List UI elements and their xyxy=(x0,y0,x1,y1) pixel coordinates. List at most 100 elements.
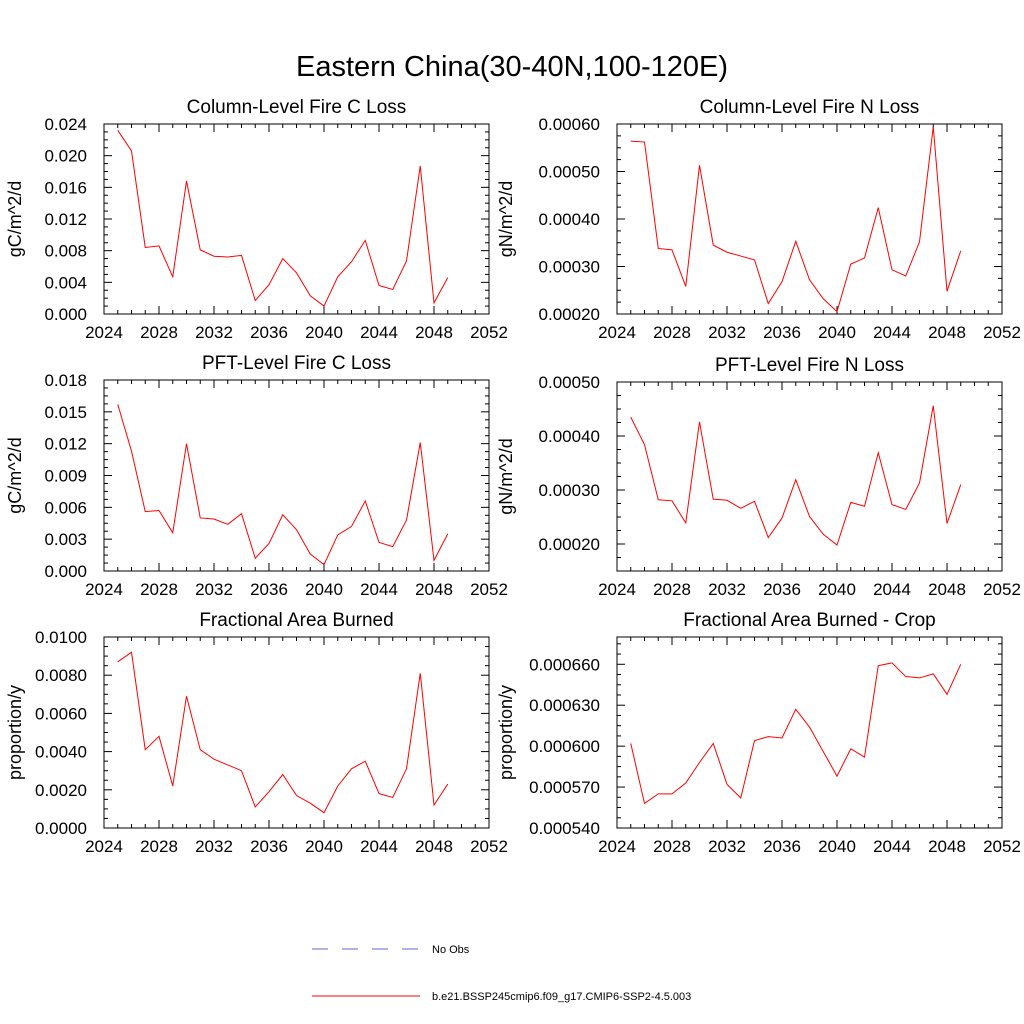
x-tick-label: 2024 xyxy=(598,323,636,342)
y-tick-label: 0.00040 xyxy=(539,427,600,446)
x-tick-label: 2028 xyxy=(653,837,691,856)
chart-fractional-area-burned-crop: 2024 2028 2032 2036 2040 2044 2048 2052 0.000540… xyxy=(496,610,1021,856)
y-tick-label: 0.008 xyxy=(44,242,87,261)
chart-column-level-fire-c-loss: 2024 2028 2032 2036 2040 2044 2048 2052 0.000 0.0… xyxy=(5,97,508,342)
x-tick-label: 2048 xyxy=(415,837,453,856)
y-tick-label: 0.000 xyxy=(44,305,87,324)
plot-frame xyxy=(616,123,1003,315)
y-tick-label: 0.00060 xyxy=(539,115,600,134)
x-tick-label: 2052 xyxy=(983,837,1021,856)
y-tick-label: 0.0080 xyxy=(35,666,87,685)
x-tick-label: 2048 xyxy=(415,580,453,599)
x-tick-label: 2036 xyxy=(250,580,288,599)
y-tick-label: 0.000630 xyxy=(529,696,600,715)
y-tick-label: 0.0040 xyxy=(35,743,87,762)
x-tick-label: 2052 xyxy=(470,323,508,342)
x-tick-label: 2036 xyxy=(250,837,288,856)
x-tick-label: 2052 xyxy=(470,837,508,856)
plot-frame xyxy=(103,636,490,829)
y-tick-label: 0.012 xyxy=(44,435,87,454)
x-tick-label: 2032 xyxy=(708,837,746,856)
x-tick-label: 2040 xyxy=(305,323,343,342)
chart-fractional-area-burned: 2024 2028 2032 2036 2040 2044 2048 2052 0.0000 0.… xyxy=(5,610,508,856)
y-tick-label: 0.003 xyxy=(44,530,87,549)
y-axis-label: gN/m^2/d xyxy=(496,438,516,514)
y-tick-label: 0.009 xyxy=(44,467,87,486)
x-tick-label: 2044 xyxy=(873,323,911,342)
panel-title: Fractional Area Burned - Crop xyxy=(683,610,935,631)
x-tick-label: 2040 xyxy=(305,837,343,856)
y-tick-label: 0.00050 xyxy=(539,373,600,392)
x-tick-label: 2044 xyxy=(360,580,398,599)
y-tick-label: 0.00020 xyxy=(539,535,600,554)
x-tick-label: 2040 xyxy=(818,837,856,856)
x-tick-label: 2040 xyxy=(818,580,856,599)
x-tick-label: 2024 xyxy=(85,323,123,342)
x-tick-label: 2032 xyxy=(195,580,233,599)
y-tick-label: 0.024 xyxy=(44,115,87,134)
y-axis-label: gN/m^2/d xyxy=(496,181,516,257)
y-tick-label: 0.018 xyxy=(44,371,87,390)
x-tick-label: 2032 xyxy=(195,323,233,342)
y-tick-label: 0.000600 xyxy=(529,737,600,756)
x-tick-label: 2040 xyxy=(305,580,343,599)
series-line xyxy=(117,404,449,566)
y-tick-label: 0.000540 xyxy=(529,819,600,838)
y-tick-label: 0.00050 xyxy=(539,163,600,182)
x-tick-label: 2044 xyxy=(360,323,398,342)
x-tick-label: 2036 xyxy=(763,580,801,599)
x-tick-label: 2024 xyxy=(85,837,123,856)
x-tick-label: 2044 xyxy=(873,837,911,856)
panel-title: Fractional Area Burned xyxy=(199,610,393,631)
legend: No Obs b.e21.BSSP245cmip6.f09_g17.CMIP6-… xyxy=(312,944,691,1003)
x-tick-label: 2028 xyxy=(653,323,691,342)
x-tick-label: 2028 xyxy=(140,837,178,856)
x-tick-label: 2048 xyxy=(928,580,966,599)
series-line xyxy=(630,126,962,313)
y-tick-label: 0.000 xyxy=(44,562,87,581)
chart-pft-level-fire-n-loss: 2024 2028 2032 2036 2040 2044 2048 2052 0.00020 0… xyxy=(496,355,1021,599)
y-tick-label: 0.0020 xyxy=(35,781,87,800)
plot-frame xyxy=(616,381,1003,572)
x-tick-label: 2024 xyxy=(85,580,123,599)
panel-title: PFT-Level Fire N Loss xyxy=(715,355,904,376)
y-tick-label: 0.0100 xyxy=(35,628,87,647)
y-tick-label: 0.020 xyxy=(44,147,87,166)
x-tick-label: 2036 xyxy=(763,837,801,856)
series-line xyxy=(630,662,962,805)
y-axis-label: gC/m^2/d xyxy=(5,181,25,257)
x-tick-label: 2036 xyxy=(763,323,801,342)
y-tick-label: 0.00020 xyxy=(539,305,600,324)
y-tick-label: 0.006 xyxy=(44,498,87,517)
plot-frame xyxy=(103,379,490,572)
panels: 2024 2028 2032 2036 2040 2044 2048 2052 0.000 0.0… xyxy=(5,97,1021,856)
y-tick-label: 0.00030 xyxy=(539,258,600,277)
x-tick-label: 2040 xyxy=(818,323,856,342)
figure-title: Eastern China(30-40N,100-120E) xyxy=(296,51,728,83)
series-line xyxy=(117,651,449,814)
y-tick-label: 0.00030 xyxy=(539,481,600,500)
y-tick-label: 0.00040 xyxy=(539,210,600,229)
x-tick-label: 2052 xyxy=(470,580,508,599)
y-tick-label: 0.000660 xyxy=(529,655,600,674)
x-tick-label: 2052 xyxy=(983,323,1021,342)
panel-title: Column-Level Fire C Loss xyxy=(187,97,407,118)
y-tick-label: 0.016 xyxy=(44,178,87,197)
x-tick-label: 2028 xyxy=(140,323,178,342)
x-tick-label: 2028 xyxy=(653,580,691,599)
panel-title: PFT-Level Fire C Loss xyxy=(202,353,391,374)
x-tick-label: 2044 xyxy=(360,837,398,856)
y-tick-label: 0.0000 xyxy=(35,819,87,838)
plot-frame xyxy=(616,636,1003,829)
chart-pft-level-fire-c-loss: 2024 2028 2032 2036 2040 2044 2048 2052 0.000 0.0… xyxy=(5,353,508,599)
series-line xyxy=(630,405,962,546)
y-axis-label: gC/m^2/d xyxy=(5,437,25,513)
x-tick-label: 2052 xyxy=(983,580,1021,599)
x-tick-label: 2036 xyxy=(250,323,288,342)
y-tick-label: 0.004 xyxy=(44,273,87,292)
y-tick-label: 0.000570 xyxy=(529,778,600,797)
x-tick-label: 2044 xyxy=(873,580,911,599)
legend-label-no-obs: No Obs xyxy=(432,944,470,956)
x-tick-label: 2032 xyxy=(708,323,746,342)
